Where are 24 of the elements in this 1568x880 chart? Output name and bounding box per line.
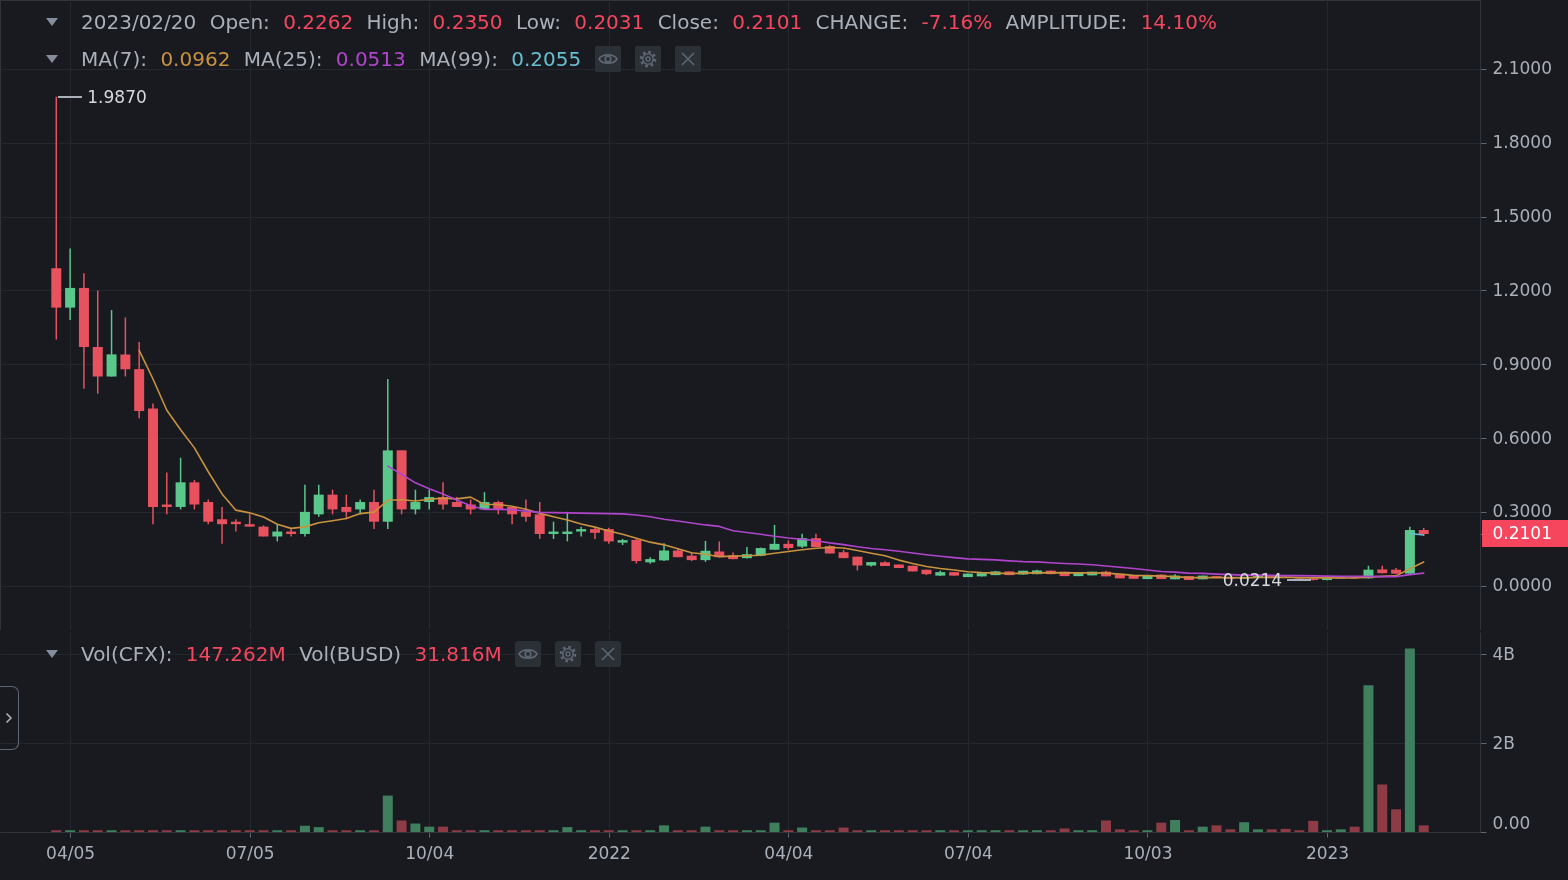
annotation: MA(7): 0.0962 MA(25): 0.0513 MA(99): 0.2055 <box>81 47 582 71</box>
y-tick-label: 1.5000 <box>1492 206 1552 227</box>
annotation: Vol(CFX): 147.262M Vol(BUSD) 31.816M <box>81 642 502 666</box>
text: 2023/02/20 Open: 0.2262 High: 0.2350 Low: 0.2031 Close: 0.2101 CHANGE: -7.16% AMPLITUDE: 14.10% <box>81 10 1217 34</box>
y-tick-label: 2B <box>1492 732 1515 753</box>
x-tick-label: 07/05 <box>225 842 275 863</box>
y-tick-label: 0.9000 <box>1492 353 1552 374</box>
y-tick-label: 0.0000 <box>1492 575 1552 596</box>
x-tick-label: 10/03 <box>1123 842 1173 863</box>
annotation: 1.9870 <box>87 86 147 107</box>
y-tick-label: 0.00 <box>1492 812 1531 833</box>
y-tick-label: 1.2000 <box>1492 279 1552 300</box>
x-tick-label: 10/04 <box>405 842 455 863</box>
x-tick-label: 2023 <box>1305 842 1350 863</box>
x-tick-label: 04/05 <box>46 842 96 863</box>
y-tick-label: 0.6000 <box>1492 427 1552 448</box>
x-tick-label: 2022 <box>587 842 631 863</box>
y-tick-label: 1.8000 <box>1492 132 1552 153</box>
y-tick-label: 0.2101 <box>1492 523 1552 544</box>
y-tick-label: 0.3000 <box>1492 501 1552 522</box>
x-tick-label: 04/04 <box>764 842 814 863</box>
y-tick-label: 2.1000 <box>1492 58 1552 79</box>
y-tick-label: 4B <box>1492 643 1515 664</box>
x-tick-label: 07/04 <box>943 842 993 863</box>
